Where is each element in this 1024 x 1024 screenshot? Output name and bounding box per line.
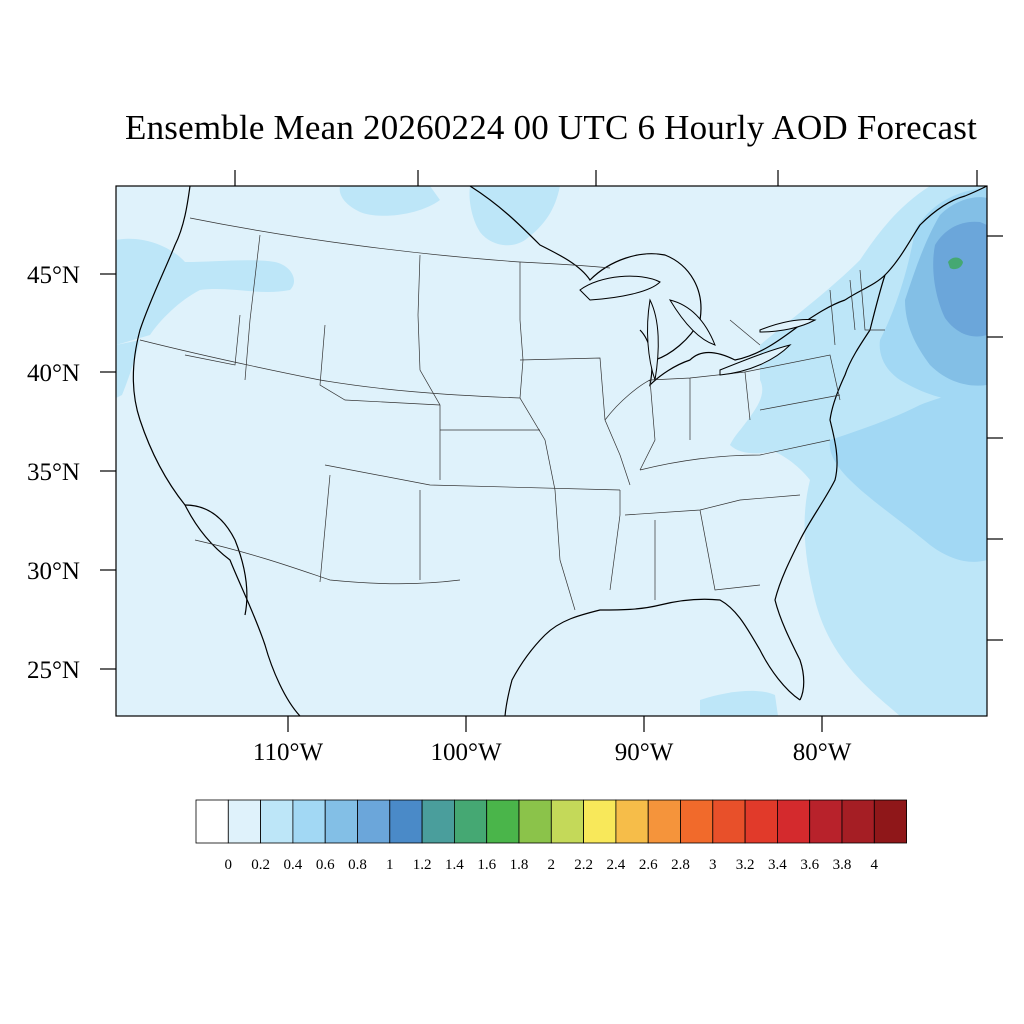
colorbar-swatch <box>518 799 552 844</box>
field-region-atlantic-offshore <box>829 388 987 562</box>
map-frame <box>115 185 988 717</box>
lat-label: 45°N <box>27 262 80 289</box>
colorbar-label: 0 <box>225 857 233 873</box>
longitude-labels: 110°W 100°W 90°W 80°W <box>253 739 852 766</box>
colorbar-swatch <box>712 799 746 844</box>
colorbar-swatch <box>680 799 714 844</box>
colorbar-label: 3.6 <box>800 857 819 873</box>
colorbar-swatch <box>453 799 488 844</box>
field-region-ohio-valley <box>730 405 796 454</box>
field-region-pacific-northwest <box>116 238 295 345</box>
colorbar-swatch <box>647 799 681 844</box>
axis-ticks <box>100 170 1003 732</box>
aod-field <box>116 186 987 716</box>
lon-label: 110°W <box>253 739 324 766</box>
colorbar-swatch <box>421 799 455 844</box>
lat-label: 40°N <box>27 360 80 387</box>
colorbar: 0 0.2 0.4 0.6 0.8 1 1.2 1.4 1.6 1.8 2 2.2 2.4 2.6 2.8 3… <box>195 799 907 873</box>
colorbar-label: 0.8 <box>348 857 367 873</box>
colorbar-swatch <box>809 799 843 844</box>
field-region-nova-scotia-core <box>948 257 963 270</box>
colorbar-label: 3.8 <box>833 857 852 873</box>
colorbar-label: 2.4 <box>607 857 626 873</box>
lat-label: 25°N <box>27 657 80 684</box>
lon-label: 90°W <box>615 739 674 766</box>
colorbar-swatch <box>744 799 778 844</box>
latitude-labels: 45°N 40°N 35°N 30°N 25°N <box>27 262 80 684</box>
colorbar-label: 0.2 <box>251 857 270 873</box>
colorbar-swatch <box>615 799 649 844</box>
colorbar-label: 2.8 <box>671 857 690 873</box>
lon-label: 100°W <box>430 739 501 766</box>
colorbar-swatch <box>227 799 262 844</box>
colorbar-label: 3.4 <box>768 857 787 873</box>
colorbar-label: 2.6 <box>639 857 658 873</box>
colorbar-swatch <box>292 799 326 844</box>
colorbar-label: 1.6 <box>477 857 496 873</box>
colorbar-swatch <box>357 799 391 844</box>
colorbar-swatch <box>389 799 423 844</box>
colorbar-label: 2 <box>548 857 556 873</box>
colorbar-label: 0.4 <box>284 857 303 873</box>
field-region-nova-scotia <box>933 221 987 337</box>
colorbar-label: 3 <box>709 857 717 873</box>
colorbar-label: 1.8 <box>510 857 529 873</box>
colorbar-label: 3.2 <box>736 857 755 873</box>
field-region-washington-north <box>339 186 440 216</box>
field-region-south-gulf <box>700 690 778 716</box>
colorbar-swatch <box>583 799 617 844</box>
colorbar-label: 1.4 <box>445 857 464 873</box>
state-borders <box>139 217 885 611</box>
colorbar-swatch <box>195 799 229 844</box>
lat-label: 30°N <box>27 558 80 585</box>
colorbar-label: 2.2 <box>574 857 593 873</box>
map-title: Ensemble Mean 20260224 00 UTC 6 Hourly A… <box>124 108 978 147</box>
great-lakes <box>579 275 817 381</box>
colorbar-label: 1.2 <box>413 857 432 873</box>
colorbar-swatch <box>260 799 294 844</box>
colorbar-label: 1 <box>386 857 394 873</box>
lat-label: 35°N <box>27 459 80 486</box>
colorbar-swatch <box>550 799 584 844</box>
colorbar-swatch <box>324 799 358 844</box>
colorbar-label: 4 <box>871 857 879 873</box>
colorbar-swatch <box>486 799 520 844</box>
colorbar-swatch <box>873 799 907 844</box>
colorbar-swatch <box>841 799 875 844</box>
colorbar-swatch <box>777 799 811 844</box>
lon-label: 80°W <box>793 739 852 766</box>
field-region-west-coast-strip <box>116 340 140 398</box>
colorbar-label: 0.6 <box>316 857 335 873</box>
